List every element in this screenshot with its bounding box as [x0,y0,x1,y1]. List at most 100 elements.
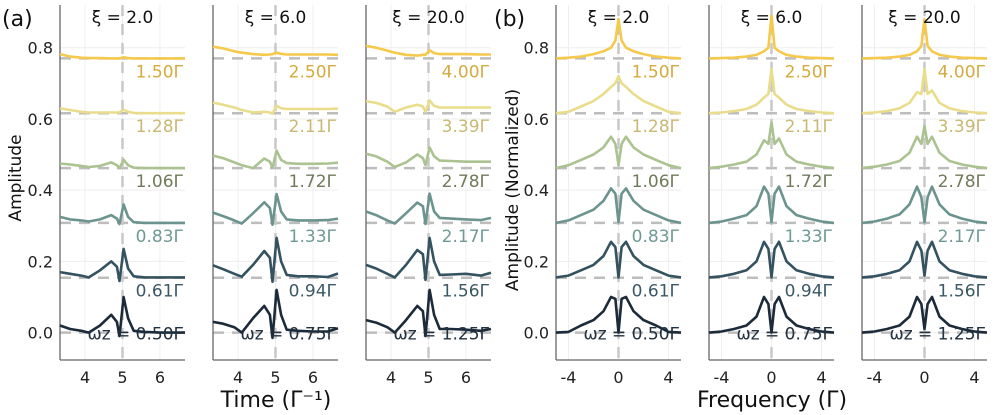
series-label: 2.11Γ [785,117,833,137]
series-line [212,288,339,340]
series-line [555,74,682,115]
series-label: 2.17Γ [938,227,986,247]
series-line [212,236,339,283]
series-label: ωz = 0.75Γ [240,325,336,345]
series-label: 0.83Γ [136,227,184,247]
y-tick-label: 0.6 [524,110,549,129]
series-line [708,240,835,279]
series-line [861,17,988,60]
x-tick-label: 4 [969,368,979,387]
series-line [861,124,988,170]
series-line [708,67,835,115]
series-line [555,17,682,60]
series-line [59,203,185,226]
series-label: 0.94Γ [785,282,833,302]
series-line [861,185,988,225]
series-line [365,236,492,282]
series-line [365,44,491,57]
series-line [555,295,682,334]
panel-label-b: (b) [494,7,525,32]
x-tick-label: 4 [386,368,396,387]
series-label: 0.94Γ [289,282,337,302]
series-label: 2.17Γ [442,227,490,247]
ylabel-b: Amplitude (Normalized) [503,89,523,291]
series-label: 1.06Γ [136,172,184,192]
panel-b-2: ωz = 0.75Γ 0.94Γ 1.33Γ 1.72Γ 2.11Γ 2.50Γ ξ = 6… [708,5,835,387]
series-line [708,295,835,334]
x-tick-label: -4 [561,368,577,387]
x-tick-label: 0 [919,368,929,387]
series-label: 2.50Γ [289,62,337,82]
series-line [555,135,682,170]
series-label: ωz = 1.25Γ [393,325,489,345]
series-label: 2.11Γ [289,117,337,137]
series-label: 1.33Γ [785,227,833,247]
series-label: 1.56Γ [938,282,986,302]
panel-a-1: ωz = 0.50Γ 0.61Γ 0.83Γ 1.06Γ 1.28Γ 1.50Γ ξ = 2… [28,5,185,387]
y-tick-label: 0.8 [28,39,53,58]
x-tick-label: 5 [423,368,433,387]
series-line [212,192,339,226]
series-label: 3.39Γ [442,117,490,137]
xlabel-a: Time (Γ⁻¹) [220,388,332,413]
series-line [212,101,339,115]
x-tick-label: 4 [816,368,826,387]
series-label: ωz = 1.25Γ [889,325,985,345]
series-line [59,158,185,170]
series-label: 1.50Γ [632,62,680,82]
series-label: 0.61Γ [136,282,184,302]
panel-title: ξ = 6.0 [245,8,307,28]
series-line [365,288,492,338]
series-label: ωz = 0.75Γ [736,325,832,345]
series-label: 4.00Γ [938,62,986,82]
panel-title: ξ = 2.0 [92,8,154,28]
series-label: 1.72Γ [785,172,833,192]
series-label: 0.61Γ [632,282,680,302]
series-label: 1.28Γ [136,117,184,137]
x-tick-label: 5 [270,368,280,387]
y-tick-label: 0.8 [524,39,549,58]
ylabel-a: Amplitude [6,134,26,221]
y-tick-label: 0.0 [28,324,53,343]
y-tick-label: 0.0 [524,324,549,343]
xlabel-b: Frequency (Γ) [697,388,847,413]
series-line [555,240,682,279]
series-line [59,295,185,338]
series-label: 4.00Γ [442,62,490,82]
series-line [59,107,185,115]
series-line [365,192,492,226]
y-tick-label: 0.2 [524,252,549,271]
series-label: 1.56Γ [442,282,490,302]
series-line [59,52,185,60]
x-tick-label: -4 [714,368,730,387]
series-line [861,67,988,115]
panel-title: ξ = 6.0 [741,8,803,28]
panel-b-3: ωz = 1.25Γ 1.56Γ 2.17Γ 2.78Γ 3.39Γ 4.00Γ ξ = 2… [861,5,988,387]
y-tick-label: 0.6 [28,110,53,129]
series-label: ωz = 0.50Γ [87,325,183,345]
series-label: 1.28Γ [632,117,680,137]
y-tick-label: 0.4 [28,181,53,200]
y-tick-label: 0.2 [28,252,53,271]
series-line [708,185,835,225]
panel-a-2: ωz = 0.75Γ 0.94Γ 1.33Γ 1.72Γ 2.11Γ 2.50Γ ξ = 6… [212,5,339,387]
series-line [708,14,835,60]
series-line [212,149,339,170]
series-line [861,295,988,334]
panel-label-a: (a) [2,7,33,32]
series-line [212,45,339,57]
series-label: 2.78Γ [938,172,986,192]
x-tick-label: 5 [117,368,127,387]
series-label: 1.72Γ [289,172,337,192]
series-label: 1.33Γ [289,227,337,247]
x-tick-label: 4 [80,368,90,387]
series-label: 2.78Γ [442,172,490,192]
series-label: 0.83Γ [632,227,680,247]
panel-title: ξ = 2.0 [588,8,650,28]
x-tick-label: 6 [155,368,165,387]
panel-b-1: ωz = 0.50Γ 0.61Γ 0.83Γ 1.06Γ 1.28Γ 1.50Γ ξ = 2… [524,5,682,387]
x-tick-label: 6 [461,368,471,387]
series-label: 1.06Γ [632,172,680,192]
panel-title: ξ = 20.0 [888,8,960,28]
series-label: 3.39Γ [938,117,986,137]
